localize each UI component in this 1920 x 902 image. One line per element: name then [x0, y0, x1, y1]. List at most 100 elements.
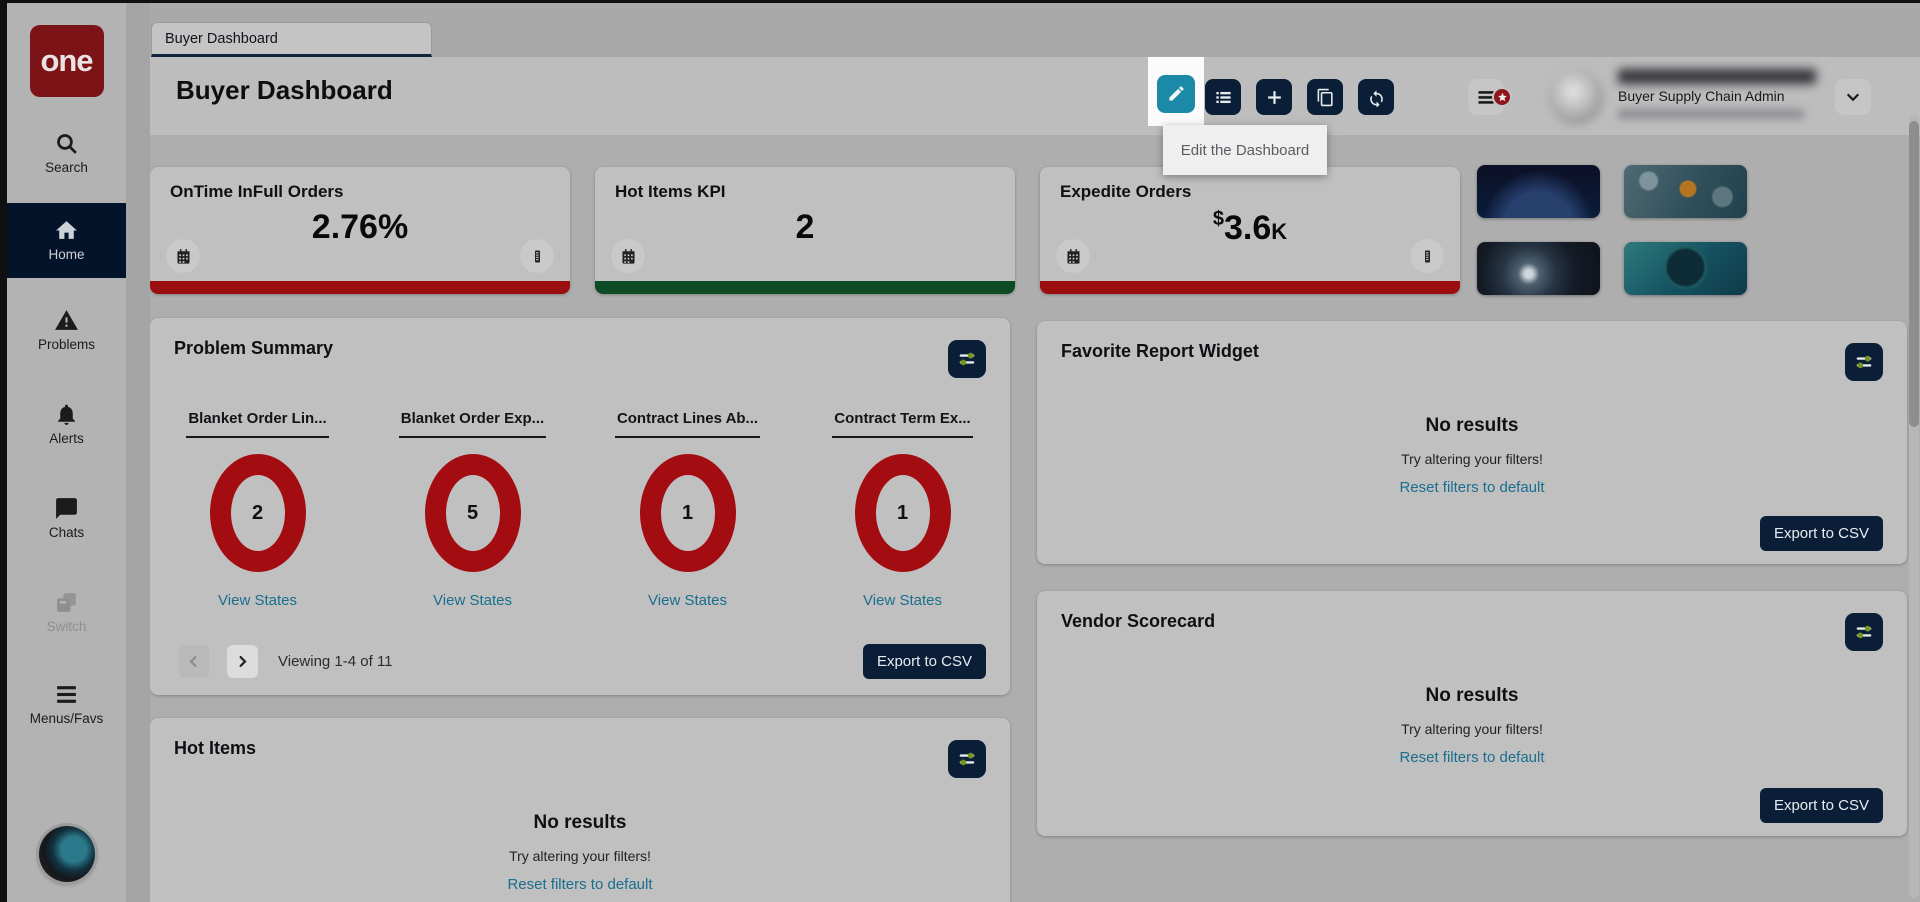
star-icon — [1497, 92, 1507, 101]
sidebar-item-label: Problems — [37, 337, 96, 352]
network-arc-thumbnail[interactable] — [1477, 165, 1600, 218]
sidebar-item-menus-favs[interactable]: Menus/Favs — [7, 682, 126, 726]
problem-summary-donuts: 2 5 1 1 — [150, 454, 1010, 572]
calendar-icon — [1066, 248, 1080, 264]
dashboard-header: Buyer Dashboard — [150, 57, 1920, 135]
export-csv-button[interactable]: Export to CSV — [1759, 788, 1883, 823]
reset-filters-link[interactable]: Reset filters to default — [1399, 749, 1545, 766]
chevron-left-icon — [189, 656, 197, 667]
main-area: Buyer Dashboard Buyer Dashboard — [150, 3, 1920, 902]
favorite-report-widget: Favorite Report Widget No results Try al… — [1037, 321, 1907, 564]
view-states-link[interactable]: View States — [648, 592, 727, 609]
no-results-text: No results — [1425, 415, 1519, 436]
assistant-avatar[interactable] — [38, 826, 95, 882]
widget-title: Favorite Report Widget — [1061, 341, 1259, 361]
donut-value: 5 — [466, 501, 479, 524]
user-avatar[interactable] — [1548, 69, 1604, 125]
sidebar-item-problems[interactable]: Problems — [7, 308, 126, 352]
bell-icon — [58, 404, 75, 425]
scrollbar-thumb[interactable] — [1909, 121, 1919, 427]
donut-chart[interactable]: 1 — [639, 454, 736, 572]
kpi-status-bar — [595, 281, 1015, 294]
problem-column-label[interactable]: Contract Term Ex... — [832, 410, 973, 438]
vertical-scrollbar[interactable] — [1909, 115, 1919, 898]
tab-buyer-dashboard[interactable]: Buyer Dashboard — [151, 22, 432, 57]
donut-chart[interactable]: 5 — [424, 454, 521, 572]
search-icon — [57, 134, 77, 154]
view-states-link[interactable]: View States — [863, 592, 942, 609]
favorites-menu-button[interactable] — [1468, 79, 1512, 115]
tech-person-thumbnail[interactable] — [1624, 165, 1747, 218]
sidebar-item-home[interactable]: Home — [7, 203, 126, 278]
export-csv-button[interactable]: Export to CSV — [1759, 516, 1883, 551]
left-widget-column: Problem Summary Blanket Order Lin... Bla… — [150, 318, 1010, 902]
sliders-icon — [1856, 355, 1872, 369]
circuit-globe-thumbnail[interactable] — [1624, 242, 1747, 295]
details-icon-button[interactable] — [1410, 239, 1444, 273]
kpi-value: 2.76% — [311, 208, 409, 246]
view-states-link[interactable]: View States — [433, 592, 512, 609]
add-dashboard-button[interactable] — [1256, 79, 1292, 115]
sidebar-item-search[interactable]: Search — [7, 131, 126, 175]
kpi-row: OnTime InFull Orders 2.76% Hot Items KPI… — [150, 167, 1460, 294]
problem-summary-widget: Problem Summary Blanket Order Lin... Bla… — [150, 318, 1010, 695]
export-csv-button[interactable]: Export to CSV — [862, 644, 986, 679]
chat-icon — [56, 498, 77, 519]
reset-filters-link[interactable]: Reset filters to default — [507, 876, 653, 893]
user-org-redacted — [1618, 109, 1804, 119]
problem-column-label[interactable]: Blanket Order Exp... — [398, 410, 547, 438]
widget-title: Hot Items — [174, 738, 257, 758]
donut-value: 2 — [251, 501, 264, 524]
copy-dashboard-button[interactable] — [1307, 79, 1343, 115]
donut-chart[interactable]: 2 — [209, 454, 306, 572]
calendar-icon-button[interactable] — [166, 239, 200, 273]
view-states-link[interactable]: View States — [218, 592, 297, 609]
kpi-card-hot-items[interactable]: Hot Items KPI 2 — [595, 167, 1015, 294]
problem-summary-labels: Blanket Order Lin... Blanket Order Exp..… — [150, 410, 1010, 438]
widget-filter-button[interactable] — [1845, 343, 1883, 381]
lens-silhouette-thumbnail[interactable] — [1477, 242, 1600, 295]
filters-hint-text: Try altering your filters! — [509, 848, 651, 864]
widget-filter-button[interactable] — [948, 740, 986, 778]
sidebar-item-chats[interactable]: Chats — [7, 496, 126, 540]
calendar-icon — [621, 248, 635, 264]
previous-page-button[interactable] — [178, 645, 209, 678]
refresh-icon — [1369, 89, 1383, 107]
kpi-card-ontime-infull[interactable]: OnTime InFull Orders 2.76% — [150, 167, 570, 294]
hot-items-widget: Hot Items No results Try altering your f… — [150, 718, 1010, 902]
reset-filters-link[interactable]: Reset filters to default — [1399, 479, 1545, 496]
widget-title: Problem Summary — [174, 338, 334, 358]
problem-column-label[interactable]: Blanket Order Lin... — [186, 410, 329, 438]
menu-icon — [1478, 91, 1494, 104]
details-icon-button[interactable] — [520, 239, 554, 273]
dashboard-list-button[interactable] — [1205, 79, 1241, 115]
edit-dashboard-button[interactable] — [1157, 74, 1195, 113]
calendar-icon-button[interactable] — [1056, 239, 1090, 273]
pencil-icon — [1168, 86, 1184, 101]
user-menu-button[interactable] — [1835, 79, 1871, 115]
sidebar-item-alerts[interactable]: Alerts — [7, 402, 126, 446]
empty-state: No results Try altering your filters! Re… — [1037, 685, 1907, 766]
sidebar-item-label: Alerts — [49, 431, 84, 446]
kpi-status-bar — [150, 281, 570, 294]
next-page-button[interactable] — [227, 645, 258, 678]
sidebar: one Search Home Problems Alerts Chats Sw… — [7, 3, 126, 902]
problem-column-label[interactable]: Contract Lines Ab... — [614, 410, 761, 438]
sidebar-item-label: Home — [48, 247, 85, 262]
user-name-redacted — [1618, 69, 1816, 84]
sidebar-item-switch: Switch — [7, 590, 126, 634]
donut-chart[interactable]: 1 — [854, 454, 951, 572]
problem-summary-links: View States View States View States View… — [150, 592, 1010, 610]
edit-button-spotlight — [1148, 57, 1204, 126]
no-results-text: No results — [1425, 685, 1519, 706]
widget-filter-button[interactable] — [1845, 613, 1883, 651]
widget-filter-button[interactable] — [948, 340, 986, 378]
problem-summary-footer: Viewing 1-4 of 11 Export to CSV — [178, 644, 986, 679]
user-role: Buyer Supply Chain Admin — [1618, 88, 1785, 104]
refresh-dashboard-button[interactable] — [1358, 79, 1394, 115]
kpi-card-expedite-orders[interactable]: Expedite Orders $3.6K — [1040, 167, 1460, 294]
filters-hint-text: Try altering your filters! — [1401, 451, 1543, 467]
one-logo[interactable]: one — [29, 25, 104, 97]
calendar-icon-button[interactable] — [611, 239, 645, 273]
vendor-scorecard-widget: Vendor Scorecard No results Try altering… — [1037, 591, 1907, 836]
